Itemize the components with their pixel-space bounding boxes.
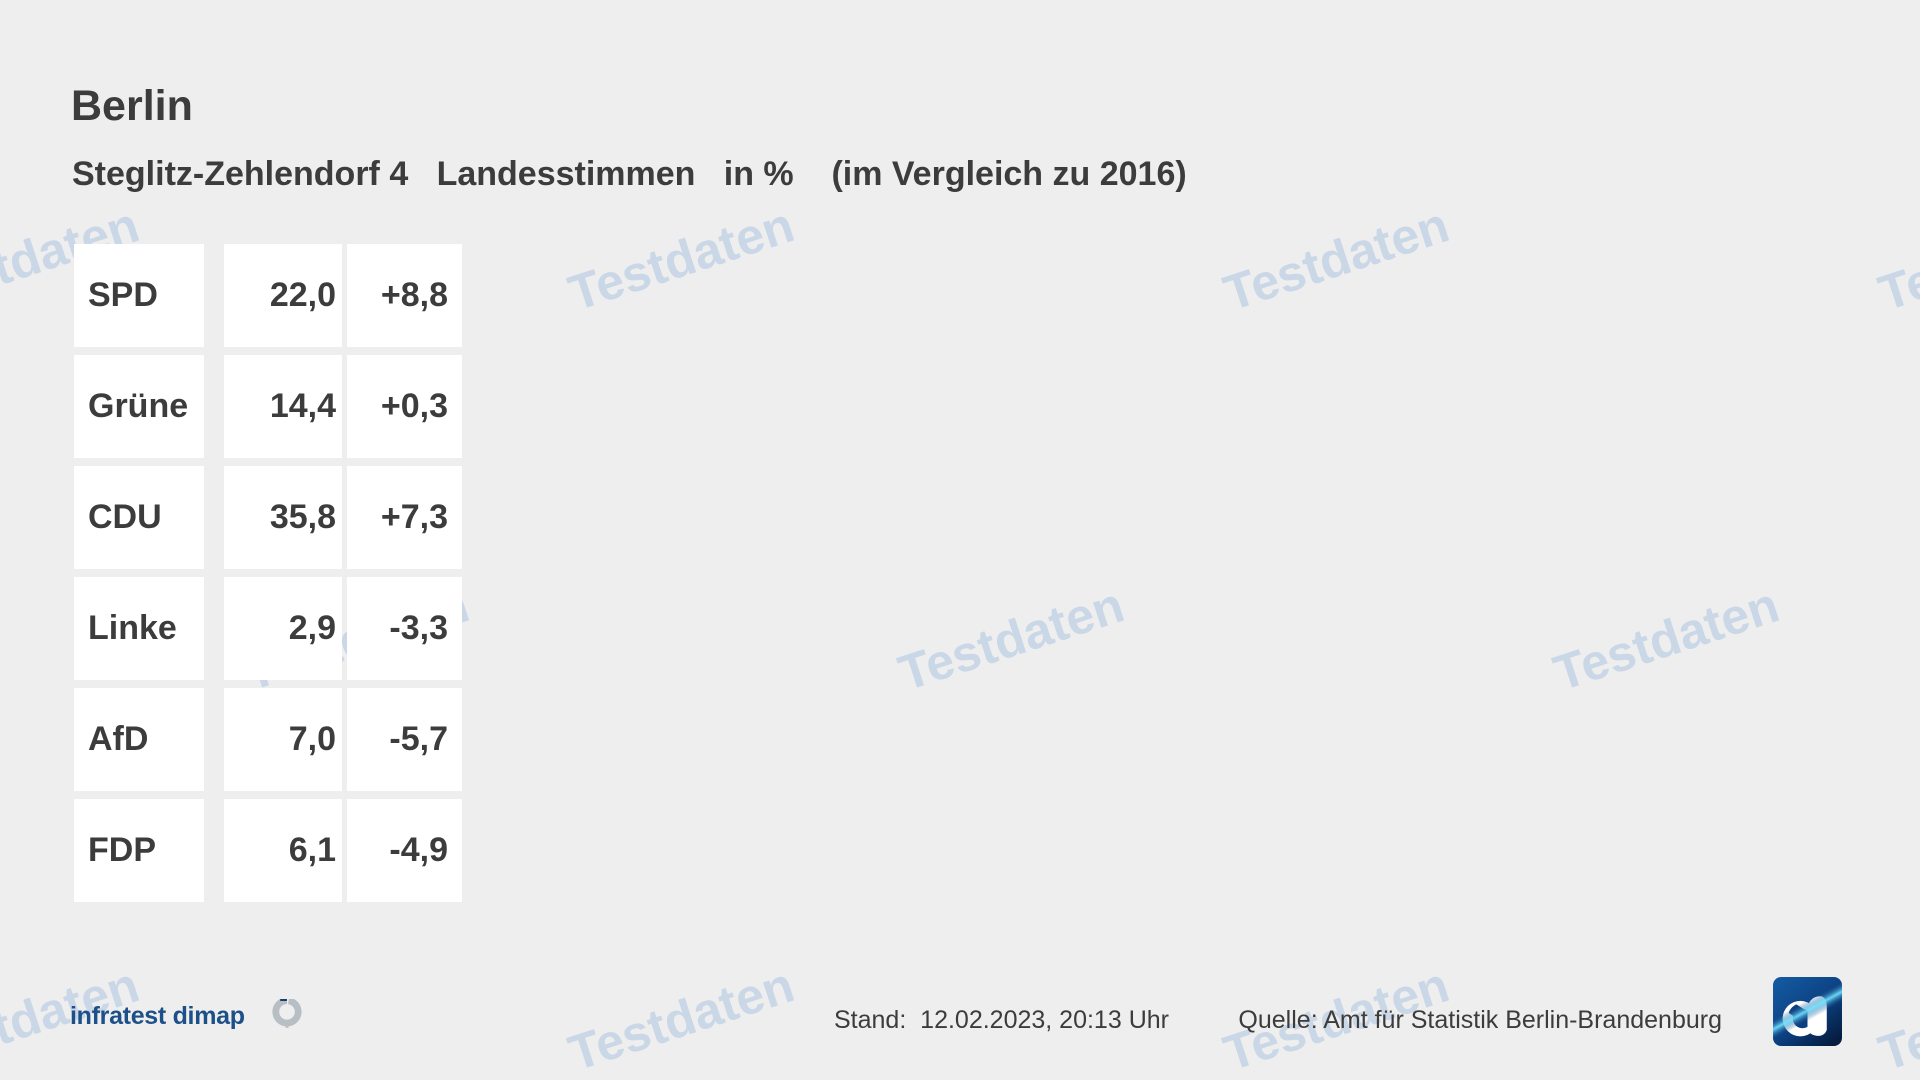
svg-text:infratest dimap: infratest dimap <box>70 1002 245 1030</box>
